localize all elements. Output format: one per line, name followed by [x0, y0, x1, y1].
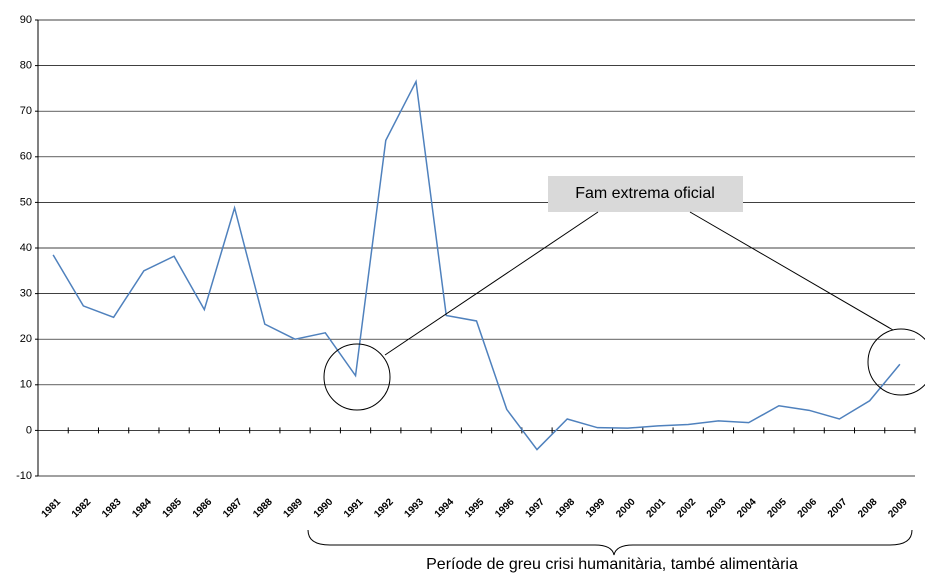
x-tick-label: 1986	[191, 496, 215, 520]
bracket	[307, 529, 913, 556]
x-tick-label: 2004	[735, 496, 759, 520]
x-tick-label: 2006	[796, 496, 820, 520]
x-tick-label: 2000	[614, 496, 638, 520]
callout-line	[689, 211, 894, 331]
x-tick-label: 1993	[402, 496, 426, 520]
x-tick-label: 1992	[372, 496, 396, 520]
bracket-label: Període de greu crisi humanitària, també…	[426, 556, 798, 573]
annotation-box	[548, 176, 743, 212]
x-tick-label: 1985	[161, 496, 185, 520]
x-tick-label: 2008	[856, 496, 880, 520]
y-tick-label: 40	[20, 242, 32, 254]
annotation: Fam extrema oficial	[575, 185, 715, 202]
y-tick-label: 70	[20, 105, 32, 117]
x-tick-label: 2001	[644, 496, 668, 520]
x-tick-label: 2009	[886, 496, 910, 520]
x-tick-label: 1997	[523, 496, 547, 520]
x-tick-label: 1996	[493, 496, 517, 520]
y-tick-label: 90	[20, 14, 32, 26]
x-tick-label: 1990	[312, 496, 336, 520]
x-tick-label: 1983	[100, 496, 124, 520]
x-tick-label: 2007	[826, 496, 850, 520]
y-tick-label: 30	[20, 288, 32, 300]
callout-line	[384, 211, 599, 356]
y-tick-label: 0	[26, 424, 32, 436]
y-tick-label: 80	[20, 60, 32, 72]
y-tick-label: 10	[20, 379, 32, 391]
y-tick-label: 20	[20, 333, 32, 345]
x-tick-label: 1991	[342, 496, 366, 520]
y-tick-label: -10	[16, 470, 32, 482]
x-tick-label: 2002	[675, 496, 699, 520]
x-tick-label: 1981	[40, 496, 64, 520]
x-tick-label: 2005	[765, 496, 789, 520]
x-tick-label: 1984	[130, 496, 154, 520]
x-tick-label: 1995	[463, 496, 487, 520]
x-tick-label: 1994	[433, 496, 457, 520]
x-tick-label: 1982	[70, 496, 94, 520]
y-tick-label: 50	[20, 196, 32, 208]
x-tick-label: 1987	[221, 496, 245, 520]
callout-circle	[323, 343, 391, 411]
callout-circle	[867, 328, 925, 396]
x-tick-label: 1998	[554, 496, 578, 520]
x-tick-label: 1999	[584, 496, 608, 520]
y-tick-label: 60	[20, 151, 32, 163]
x-tick-label: 1989	[282, 496, 306, 520]
series-line	[52, 79, 901, 451]
x-tick-label: 1988	[251, 496, 275, 520]
x-tick-label: 2003	[705, 496, 729, 520]
